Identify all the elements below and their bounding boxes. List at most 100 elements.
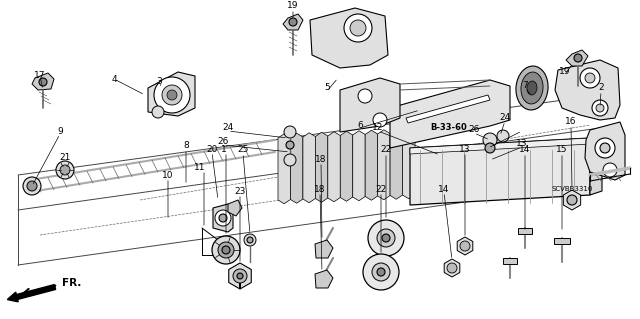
Polygon shape bbox=[340, 131, 353, 201]
Text: SCVBB3310: SCVBB3310 bbox=[551, 186, 593, 192]
Text: 4: 4 bbox=[111, 75, 117, 84]
Polygon shape bbox=[228, 263, 252, 289]
Polygon shape bbox=[457, 237, 473, 255]
Text: 25: 25 bbox=[237, 145, 249, 154]
Text: 13: 13 bbox=[516, 139, 528, 149]
Circle shape bbox=[289, 18, 297, 26]
Polygon shape bbox=[316, 132, 328, 202]
Circle shape bbox=[286, 141, 294, 149]
Text: 7: 7 bbox=[522, 80, 528, 90]
Polygon shape bbox=[328, 132, 340, 202]
Polygon shape bbox=[310, 8, 388, 68]
Circle shape bbox=[363, 254, 399, 290]
Polygon shape bbox=[378, 130, 390, 200]
Circle shape bbox=[284, 154, 296, 166]
Polygon shape bbox=[585, 122, 625, 180]
Text: 18: 18 bbox=[316, 154, 327, 164]
Polygon shape bbox=[228, 200, 242, 216]
Polygon shape bbox=[444, 259, 460, 277]
Text: FR.: FR. bbox=[62, 278, 82, 288]
Polygon shape bbox=[555, 60, 620, 120]
Polygon shape bbox=[291, 133, 303, 203]
Polygon shape bbox=[148, 72, 195, 116]
Circle shape bbox=[574, 54, 582, 62]
Polygon shape bbox=[365, 130, 378, 200]
Polygon shape bbox=[283, 14, 303, 30]
FancyArrow shape bbox=[7, 285, 56, 302]
Circle shape bbox=[372, 263, 390, 281]
Circle shape bbox=[497, 130, 509, 142]
Ellipse shape bbox=[516, 66, 548, 110]
Polygon shape bbox=[278, 134, 291, 204]
Polygon shape bbox=[406, 95, 490, 123]
Circle shape bbox=[368, 220, 404, 256]
Circle shape bbox=[233, 269, 247, 283]
Text: 19: 19 bbox=[287, 2, 299, 11]
Circle shape bbox=[222, 246, 230, 254]
Ellipse shape bbox=[527, 81, 537, 95]
Polygon shape bbox=[554, 238, 570, 244]
Text: 18: 18 bbox=[314, 184, 326, 194]
Circle shape bbox=[215, 210, 231, 226]
Text: 22: 22 bbox=[376, 184, 387, 194]
Circle shape bbox=[603, 163, 617, 177]
Circle shape bbox=[23, 177, 41, 195]
Text: 11: 11 bbox=[195, 162, 205, 172]
Circle shape bbox=[27, 181, 37, 191]
Text: 20: 20 bbox=[206, 145, 218, 153]
Circle shape bbox=[152, 106, 164, 118]
Polygon shape bbox=[303, 133, 316, 203]
Circle shape bbox=[167, 90, 177, 100]
Circle shape bbox=[358, 89, 372, 103]
Polygon shape bbox=[353, 131, 365, 201]
Text: 19: 19 bbox=[559, 68, 571, 77]
Text: 16: 16 bbox=[565, 117, 577, 127]
Text: 6: 6 bbox=[357, 121, 363, 130]
Ellipse shape bbox=[521, 72, 543, 104]
Polygon shape bbox=[213, 204, 233, 232]
Circle shape bbox=[284, 126, 296, 138]
Text: 24: 24 bbox=[222, 123, 234, 132]
Polygon shape bbox=[410, 138, 590, 154]
Circle shape bbox=[162, 85, 182, 105]
Circle shape bbox=[483, 133, 497, 147]
Circle shape bbox=[567, 195, 577, 205]
Circle shape bbox=[244, 234, 256, 246]
Circle shape bbox=[56, 161, 74, 179]
Circle shape bbox=[218, 242, 234, 258]
Circle shape bbox=[237, 273, 243, 279]
Circle shape bbox=[39, 78, 47, 86]
Text: 1: 1 bbox=[221, 145, 227, 153]
Circle shape bbox=[596, 104, 604, 112]
Circle shape bbox=[219, 214, 227, 222]
Polygon shape bbox=[32, 73, 54, 90]
Text: 21: 21 bbox=[60, 152, 70, 161]
Text: 17: 17 bbox=[35, 71, 45, 80]
Circle shape bbox=[600, 143, 610, 153]
Text: 5: 5 bbox=[324, 84, 330, 93]
Polygon shape bbox=[503, 258, 517, 264]
Polygon shape bbox=[340, 78, 400, 132]
Circle shape bbox=[212, 236, 240, 264]
Polygon shape bbox=[590, 134, 602, 195]
Circle shape bbox=[580, 68, 600, 88]
Circle shape bbox=[377, 229, 395, 247]
Text: 14: 14 bbox=[438, 184, 450, 194]
Circle shape bbox=[595, 138, 615, 158]
Text: 23: 23 bbox=[234, 187, 246, 196]
Polygon shape bbox=[315, 240, 333, 258]
Text: 8: 8 bbox=[183, 142, 189, 151]
Text: 2: 2 bbox=[598, 84, 604, 93]
Circle shape bbox=[247, 237, 253, 243]
Polygon shape bbox=[563, 190, 580, 210]
Text: 26: 26 bbox=[468, 125, 480, 135]
Text: 3: 3 bbox=[156, 78, 162, 86]
Circle shape bbox=[592, 100, 608, 116]
Circle shape bbox=[377, 268, 385, 276]
Text: 14: 14 bbox=[519, 145, 531, 154]
Circle shape bbox=[485, 143, 495, 153]
Circle shape bbox=[382, 234, 390, 242]
Circle shape bbox=[350, 20, 366, 36]
Circle shape bbox=[154, 77, 190, 113]
Polygon shape bbox=[315, 270, 333, 288]
